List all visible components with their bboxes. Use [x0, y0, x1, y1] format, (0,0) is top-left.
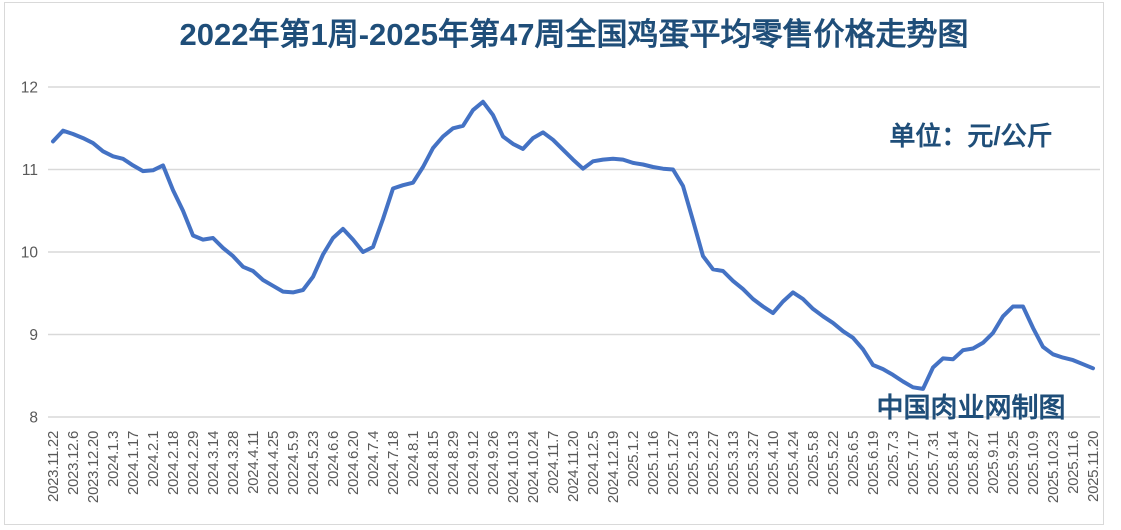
price-line-series — [51, 99, 1095, 391]
chart-title: 2022年第1周-2025年第47周全国鸡蛋平均零售价格走势图 — [179, 17, 969, 52]
price-polyline — [51, 99, 1095, 391]
x-tick-label: 2025.9.11 — [985, 431, 1002, 494]
x-tick-label: 2025.1.27 — [665, 431, 682, 495]
x-tick-label: 2025.5.8 — [805, 431, 822, 487]
y-tick-label: 9 — [29, 327, 38, 344]
x-tick-label: 2025.9.25 — [1005, 431, 1022, 495]
x-tick-label: 2025.1.2 — [625, 431, 642, 487]
x-tick-label: 2024.11.7 — [545, 431, 562, 494]
x-tick-label: 2023.11.22 — [45, 431, 62, 502]
x-tick-label: 2025.10.9 — [1025, 431, 1042, 495]
x-tick-label: 2025.10.23 — [1045, 431, 1062, 503]
x-tick-label: 2024.6.20 — [345, 431, 362, 495]
gridlines — [48, 86, 1100, 418]
y-tick-label: 10 — [21, 245, 39, 262]
x-tick-label: 2025.5.22 — [825, 431, 842, 495]
chart-frame-border — [4, 2, 1104, 525]
x-tick-label: 2025.7.3 — [885, 431, 902, 487]
x-tick-label: 2024.1.3 — [105, 431, 122, 487]
x-tick-label: 2025.1.16 — [645, 431, 662, 495]
x-tick-label: 2024.3.28 — [225, 431, 242, 495]
x-tick-label: 2024.12.19 — [605, 431, 622, 503]
x-tick-label: 2023.12.6 — [65, 431, 82, 495]
x-tick-label: 2025.3.27 — [745, 431, 762, 495]
x-tick-label: 2025.6.5 — [845, 431, 862, 487]
x-tick-label: 2024.9.26 — [485, 431, 502, 495]
x-tick-label: 20224.5.9 — [285, 431, 302, 495]
x-tick-label: 2024.7.18 — [385, 431, 402, 495]
x-tick-label: 2024.12.5 — [585, 431, 602, 495]
x-tick-label: 2024.7.4 — [365, 431, 382, 487]
x-tick-label: 2025.11.20 — [1085, 431, 1102, 502]
x-tick-label: 2025.8.14 — [945, 431, 962, 495]
x-tick-label: 2024.2.29 — [185, 431, 202, 495]
x-tick-label: 2024.10.13 — [505, 431, 522, 503]
y-axis-tick-labels: 12 11 10 9 8 — [21, 80, 39, 427]
x-tick-label: 2024.4.11 — [245, 431, 262, 494]
x-tick-label: 2025.6.19 — [865, 431, 882, 495]
x-tick-label: 2025.4.24 — [785, 431, 802, 495]
x-tick-label: 2024.8.15 — [425, 431, 442, 495]
x-tick-label: 2025.11.6 — [1065, 431, 1082, 494]
x-tick-label: 2024.8.1 — [405, 431, 422, 487]
x-tick-label: 2025.7.17 — [905, 431, 922, 495]
x-tick-label: 2024.2.18 — [165, 431, 182, 495]
x-tick-label: 2025.2.13 — [685, 431, 702, 495]
unit-label: 单位：元/公斤 — [889, 121, 1053, 151]
x-tick-label: 2024.6.6 — [325, 431, 342, 487]
x-tick-label: 2024.2.1 — [145, 431, 162, 487]
x-tick-label: 2024.5.23 — [305, 431, 322, 495]
x-tick-label: 2024.10.24 — [525, 431, 542, 503]
x-tick-label: 2024.11.20 — [565, 431, 582, 502]
x-tick-label: 2024.3.14 — [205, 431, 222, 495]
watermark: 中国肉业网制图 — [876, 393, 1066, 423]
x-tick-label: 2025.2.27 — [705, 431, 722, 495]
x-tick-label: 2025.4.10 — [765, 431, 782, 495]
x-tick-label: 2025.7.31 — [925, 431, 942, 495]
x-tick-label: 2023.12.20 — [85, 431, 102, 503]
y-tick-label: 12 — [21, 80, 38, 97]
x-tick-label: 2025.8.27 — [965, 431, 982, 495]
x-tick-label: 2024.9.12 — [465, 431, 482, 495]
y-tick-label: 8 — [29, 410, 38, 427]
x-axis-tick-labels: 2023.11.22 2023.12.6 2023.12.20 2024.1.3 202… — [45, 431, 1102, 503]
x-tick-label: 2024.1.17 — [125, 431, 142, 495]
x-tick-label: 2025.3.13 — [725, 431, 742, 495]
x-tick-label: 2024.4.25 — [265, 431, 282, 495]
x-tick-label: 2024.8.29 — [445, 431, 462, 495]
y-tick-label: 11 — [22, 162, 38, 179]
